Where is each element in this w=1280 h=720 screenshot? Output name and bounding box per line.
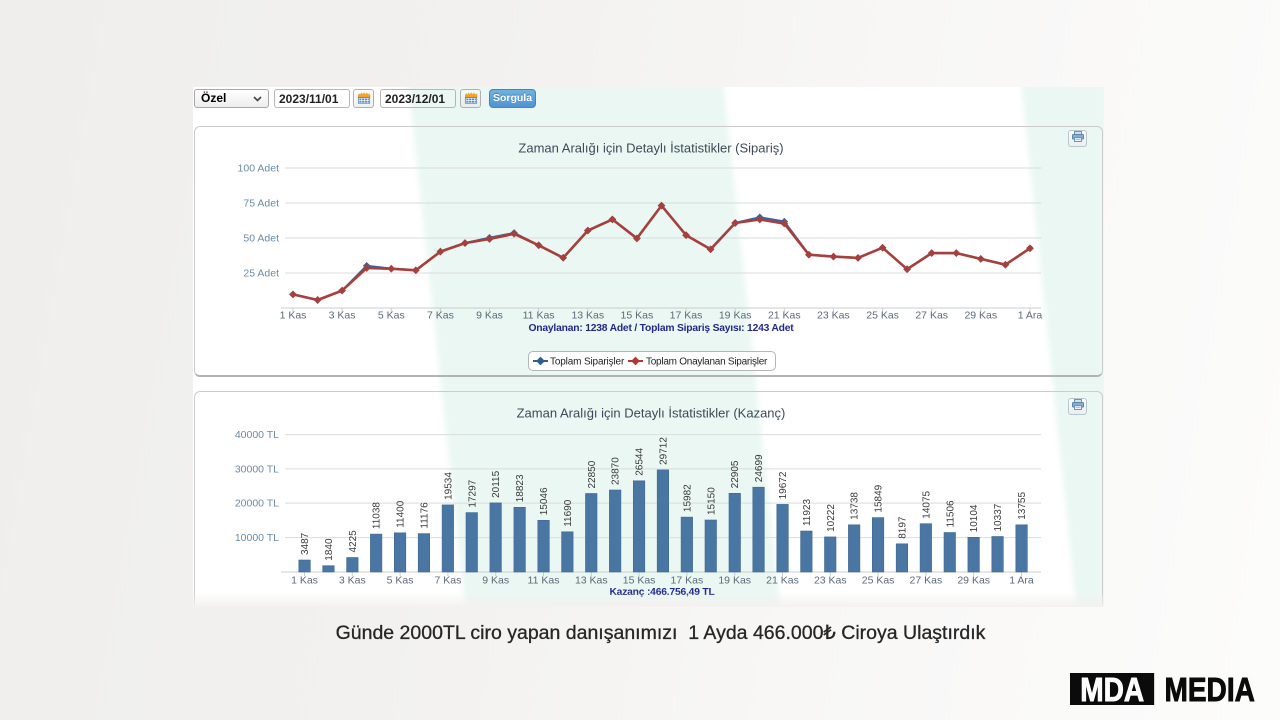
svg-text:24699: 24699: [754, 454, 765, 482]
svg-text:17 Kas: 17 Kas: [671, 575, 704, 587]
svg-text:25 Kas: 25 Kas: [866, 310, 899, 322]
svg-text:13 Kas: 13 Kas: [571, 310, 604, 322]
svg-text:10000 TL: 10000 TL: [235, 532, 279, 544]
svg-text:11 Kas: 11 Kas: [528, 575, 560, 587]
svg-text:21 Kas: 21 Kas: [766, 575, 799, 587]
svg-text:75 Adet: 75 Adet: [243, 198, 279, 210]
svg-text:15982: 15982: [682, 484, 693, 512]
svg-text:11923: 11923: [802, 498, 813, 526]
svg-text:13755: 13755: [1017, 492, 1028, 520]
svg-text:19534: 19534: [443, 472, 454, 500]
svg-text:3487: 3487: [300, 532, 311, 555]
svg-text:29 Kas: 29 Kas: [964, 310, 997, 322]
svg-text:Onaylanan: 1238 Adet / Toplam: Onaylanan: 1238 Adet / Toplam Sipariş Sa…: [528, 323, 794, 334]
svg-text:17 Kas: 17 Kas: [670, 310, 703, 322]
svg-text:1 Kas: 1 Kas: [280, 310, 307, 322]
svg-text:29 Kas: 29 Kas: [957, 575, 990, 587]
svg-text:10222: 10222: [826, 504, 837, 532]
svg-text:15849: 15849: [874, 484, 885, 512]
svg-text:15 Kas: 15 Kas: [623, 575, 656, 587]
svg-text:9 Kas: 9 Kas: [476, 310, 503, 322]
svg-text:23870: 23870: [611, 457, 622, 485]
svg-text:23 Kas: 23 Kas: [817, 310, 850, 322]
svg-text:22905: 22905: [730, 460, 741, 488]
svg-text:23 Kas: 23 Kas: [814, 575, 847, 587]
svg-text:8197: 8197: [898, 516, 909, 539]
svg-text:20000 TL: 20000 TL: [235, 498, 279, 510]
svg-text:11 Kas: 11 Kas: [523, 310, 555, 322]
svg-text:Toplam Onaylanan Siparişler: Toplam Onaylanan Siparişler: [646, 357, 768, 368]
svg-text:50 Adet: 50 Adet: [243, 233, 279, 245]
svg-text:1 Kas: 1 Kas: [291, 575, 318, 587]
svg-text:3 Kas: 3 Kas: [329, 310, 356, 322]
svg-text:5 Kas: 5 Kas: [387, 575, 414, 587]
svg-text:27 Kas: 27 Kas: [915, 310, 948, 322]
svg-text:13738: 13738: [850, 492, 861, 520]
svg-text:7 Kas: 7 Kas: [427, 310, 454, 322]
svg-text:21 Kas: 21 Kas: [768, 310, 801, 322]
svg-text:11038: 11038: [372, 502, 383, 530]
svg-text:1 Ara: 1 Ara: [1018, 310, 1043, 322]
svg-text:4225: 4225: [348, 530, 359, 553]
svg-text:11400: 11400: [396, 500, 407, 528]
svg-text:27 Kas: 27 Kas: [910, 575, 943, 587]
svg-text:15 Kas: 15 Kas: [621, 310, 654, 322]
svg-text:3 Kas: 3 Kas: [339, 575, 366, 587]
svg-text:19672: 19672: [778, 471, 789, 499]
svg-text:26544: 26544: [635, 448, 646, 476]
svg-text:25 Kas: 25 Kas: [862, 575, 895, 587]
svg-text:22850: 22850: [587, 460, 598, 488]
svg-text:29712: 29712: [659, 437, 670, 465]
svg-text:Toplam Siparişler: Toplam Siparişler: [550, 357, 625, 368]
svg-text:1840: 1840: [324, 538, 335, 561]
svg-text:11690: 11690: [563, 499, 574, 527]
svg-text:40000 TL: 40000 TL: [235, 429, 279, 441]
svg-text:10104: 10104: [969, 504, 980, 532]
svg-text:7 Kas: 7 Kas: [434, 575, 461, 587]
svg-text:20115: 20115: [491, 470, 502, 498]
svg-text:1 Ara: 1 Ara: [1009, 575, 1034, 587]
svg-text:11506: 11506: [945, 500, 956, 528]
svg-text:5 Kas: 5 Kas: [378, 310, 405, 322]
svg-text:Zaman Aralığı için Detaylı İst: Zaman Aralığı için Detaylı İstatistikler…: [517, 406, 786, 421]
svg-text:Zaman Aralığı için Detaylı İst: Zaman Aralığı için Detaylı İstatistikler…: [518, 141, 783, 156]
svg-text:18823: 18823: [515, 474, 526, 502]
svg-text:30000 TL: 30000 TL: [235, 463, 279, 475]
svg-text:10337: 10337: [993, 503, 1004, 531]
svg-text:15150: 15150: [706, 487, 717, 515]
svg-text:14075: 14075: [921, 490, 932, 518]
svg-text:100 Adet: 100 Adet: [238, 163, 280, 175]
svg-text:19 Kas: 19 Kas: [719, 310, 752, 322]
svg-text:11176: 11176: [420, 502, 431, 529]
svg-text:25 Adet: 25 Adet: [243, 268, 279, 280]
svg-text:17297: 17297: [467, 479, 478, 507]
svg-text:15046: 15046: [539, 487, 550, 515]
svg-text:9 Kas: 9 Kas: [482, 575, 509, 587]
svg-text:19 Kas: 19 Kas: [718, 575, 751, 587]
svg-text:13 Kas: 13 Kas: [575, 575, 608, 587]
